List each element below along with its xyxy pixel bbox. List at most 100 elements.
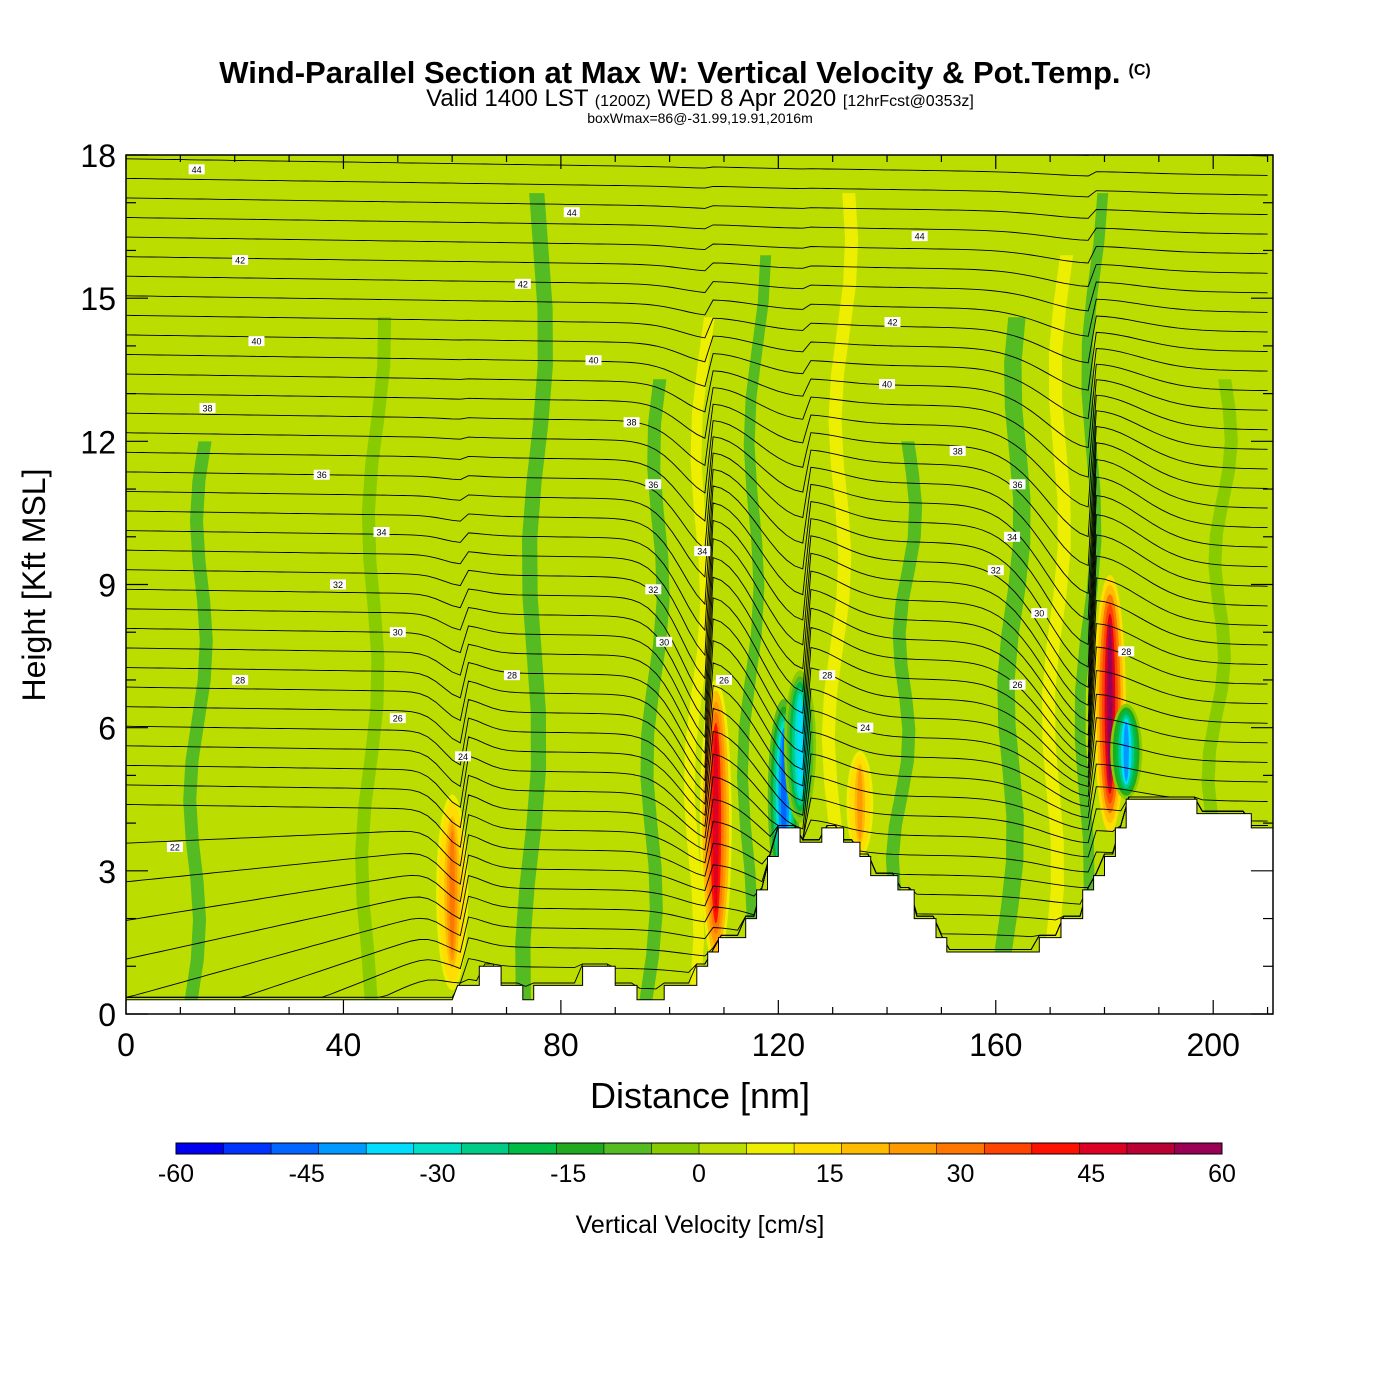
isentrope-line [126,796,1268,960]
isentrope-label: 44 [188,164,205,175]
isentrope-label: 28 [1118,646,1135,657]
isentrope-label-bg [656,636,673,647]
isentrope-label: 34 [373,527,390,538]
y-tick-label: 6 [98,711,116,747]
isentrope-line [126,753,1268,830]
isentrope-line [126,534,1268,707]
isentrope-line [126,459,1268,621]
field-band [821,193,859,828]
colorbar-tick-label: -60 [158,1160,194,1188]
isentrope-line [126,379,1268,478]
isentrope-label-bg [232,254,249,265]
isentrope-label: 26 [1009,679,1026,690]
subtitle-valid: Valid 1400 LST [426,85,589,112]
y-tick-label: 18 [80,138,116,174]
isentrope-label: 28 [819,670,836,681]
isentrope-label-text: 36 [317,470,327,480]
isentrope-label-text: 24 [860,723,870,733]
colorbar-segment [936,1143,985,1154]
colorbar-segment [318,1143,367,1154]
y-axis-label: Height [Kft MSL] [16,469,52,702]
subtitle-date: WED 8 Apr 2020 [657,85,836,112]
colorbar-segment [889,1143,938,1154]
colorbar: -60 -45 -30 -15 0 15 30 45 60 [158,1142,1236,1188]
x-tick-label: 200 [1187,1027,1240,1063]
colorbar-segment [746,1143,795,1154]
isentrope-line [126,236,1268,264]
isentrope-label: 42 [514,278,531,289]
isentrope-label-text: 26 [719,675,729,685]
isentrope-line [126,314,1268,364]
isentrope-label-bg [645,479,662,490]
subtitle-utc: (1200Z) [595,93,651,110]
isentrope-label-text: 28 [1121,647,1131,657]
colorbar-label: Vertical Velocity [cm/s] [576,1211,825,1239]
isentrope-label-bg [166,841,183,852]
field-band [683,317,715,986]
isentrope-label-text: 44 [567,208,577,218]
isentrope-label: 40 [248,336,265,347]
isentrope-label-bg [330,579,347,590]
isentrope-label: 32 [645,584,662,595]
isentrope-label-text: 28 [507,671,517,681]
isentrope-label-bg [694,546,711,557]
isentrope-label-text: 42 [518,279,528,289]
isentrope-label-bg [248,336,265,347]
isentrope-label: 38 [623,417,640,428]
field-band [994,317,1031,952]
isentrope-label: 36 [1009,479,1026,490]
y-tick-label: 12 [80,424,116,460]
downdraft-cell [797,699,803,795]
colorbar-segment [699,1143,748,1154]
field-band [183,441,213,1000]
isentrope-label-text: 34 [1007,532,1017,542]
field-band [580,441,617,967]
colorbar-tick-label: -45 [289,1160,325,1188]
field-band [885,441,923,890]
field-band [1074,193,1109,890]
field-band [1042,255,1074,938]
chart-title-mark: (C) [1129,62,1151,79]
isentrope-line [126,796,1268,921]
isentrope-label-text: 38 [203,403,213,413]
isentrope-label-text: 44 [915,232,925,242]
x-tick-label: 80 [543,1027,579,1063]
isentrope-label-text: 38 [627,418,637,428]
isentrope-line [126,514,1268,689]
isentrope-label-bg [1118,646,1135,657]
isentrope-label: 24 [857,722,874,733]
colorbar-tick-label: -30 [419,1160,455,1188]
field-band [736,255,772,919]
isentrope-label: 40 [585,355,602,366]
isentrope-label-text: 30 [659,637,669,647]
chart-title-text: Wind-Parallel Section at Max W: Vertical… [219,55,1120,90]
colorbar-segment [413,1143,462,1154]
isentrope-label-bg [373,527,390,538]
isentrope-labels: 44 44 44 42 42 42 40 40 40 38 38 38 36 36 36 34 34 34 32 32… [166,164,1135,852]
x-axis: 0 40 80 120 160 200 [117,155,1269,1063]
isentrope-label-text: 36 [648,480,658,490]
isentrope-line [126,576,1268,736]
isentrope-label: 32 [987,565,1004,576]
isentrope-label-bg [389,627,406,638]
updraft-cell [713,733,719,913]
isentrope-label-text: 34 [376,528,386,538]
isentrope-line [126,275,1268,312]
isentrope-label: 26 [715,674,732,685]
isentrope-line [126,394,1268,508]
isentrope-label-bg [313,469,330,480]
isentropes [126,155,1268,998]
colorbar-segment [271,1143,320,1154]
x-axis-label: Distance [nm] [590,1075,810,1116]
isentrope-label-bg [585,355,602,366]
y-tick-label: 3 [98,854,116,890]
colorbar-tick-label: 30 [947,1160,975,1188]
isentrope-label: 44 [563,207,580,218]
colorbar-segment [603,1143,652,1154]
isentrope-line [126,555,1268,722]
isentrope-line [126,295,1268,337]
isentrope-label: 44 [911,231,928,242]
isentrope-label-text: 32 [991,566,1001,576]
